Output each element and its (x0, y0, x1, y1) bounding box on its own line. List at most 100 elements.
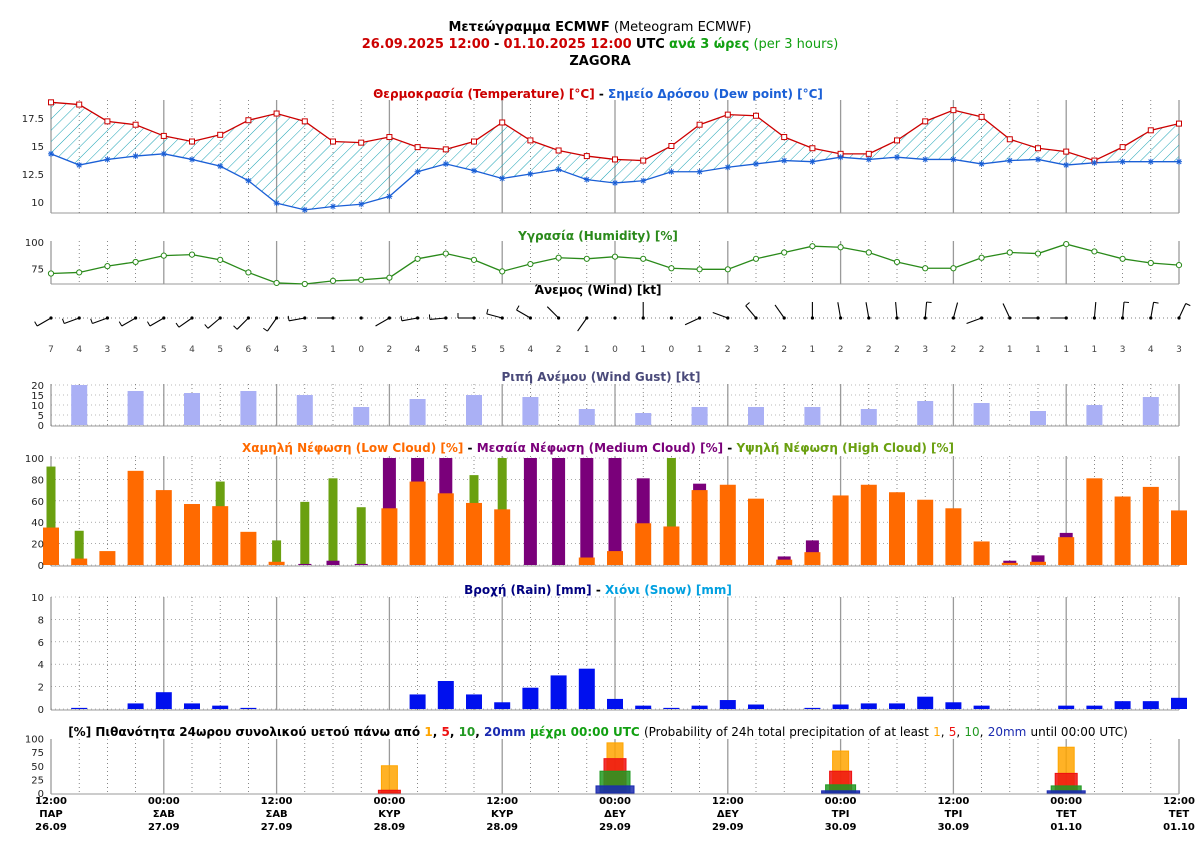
low-cloud-bar (748, 498, 764, 565)
humidity-ytick: 75 (31, 264, 44, 275)
temperature-point (471, 138, 477, 145)
temperature-ytick: 15 (31, 142, 44, 153)
humidity-point (781, 249, 788, 256)
prob-title-until: μέχρι 00:00 UTC (530, 725, 640, 739)
dew-point-marker-stroke (753, 161, 759, 167)
wind-speed-label: 5 (161, 345, 167, 355)
temperature-point (1176, 120, 1182, 127)
dew-point-marker-stroke (950, 156, 956, 162)
temperature-point (865, 150, 872, 157)
wind-speed-label: 3 (1120, 345, 1126, 355)
temperature-point (499, 119, 506, 126)
dew-point-point (612, 179, 618, 186)
wind-speed-label: 2 (387, 345, 393, 355)
probability-ytick: 25 (31, 775, 44, 786)
wind-speed-label: 4 (1148, 345, 1154, 355)
x-axis-date: 28.09 (374, 822, 406, 833)
gust-bar (240, 391, 257, 425)
dew-point-marker-stroke (894, 154, 900, 160)
low-cloud-bar (973, 541, 990, 565)
prob-title-1: 1 (424, 725, 432, 739)
x-axis-day: ΤΡΙ (832, 809, 850, 820)
mid-cloud-bar (1031, 555, 1045, 565)
rain-ytick: 8 (38, 615, 44, 626)
gust-ytick: 10 (31, 401, 44, 412)
wind-speed-label: 3 (302, 345, 308, 355)
period-step: ανά 3 ώρες (669, 37, 749, 52)
temperature-point (1035, 145, 1041, 152)
x-axis-date: 27.09 (148, 822, 180, 833)
wind-speed-label: 0 (612, 345, 618, 355)
period-start: 26.09.2025 12:00 (362, 37, 490, 52)
wind-barb-shaft (63, 317, 80, 324)
clouds-ytick: 60 (31, 497, 44, 508)
gust-ytick: 5 (38, 411, 44, 422)
gust-bar (635, 413, 652, 425)
low-cloud-bar (691, 490, 708, 565)
dew-point-point (499, 175, 506, 182)
low-cloud-bar (184, 504, 200, 565)
prob-title-10: 10 (459, 725, 476, 739)
humidity-point (696, 266, 703, 273)
dew-point-marker-stroke (1063, 162, 1069, 168)
rain-ytick: 0 (38, 705, 44, 716)
wind-barb-shaft (966, 317, 982, 324)
rain-bar (578, 668, 595, 709)
wind-barb-feather (204, 324, 209, 329)
wind-station-dot (867, 316, 871, 320)
wind-speed-label: 5 (471, 345, 477, 355)
wind-speed-label: 1 (697, 345, 703, 355)
x-axis-date: 01.10 (1050, 822, 1082, 833)
gust-bar (860, 409, 877, 425)
temperature-point (950, 107, 957, 114)
mid-cloud-title: Μεσαία Νέφωση (Medium Cloud) [%] (477, 441, 723, 455)
wind-speed-label: 2 (556, 345, 562, 355)
dew-point-point (245, 177, 252, 184)
temperature-point (301, 118, 308, 125)
wind-speed-label: 3 (105, 345, 111, 355)
wind-speed-label: 3 (1176, 345, 1182, 355)
wind-barb-shaft (1122, 302, 1125, 319)
humidity-point (499, 268, 506, 275)
humidity-point (724, 266, 731, 273)
wind-barb-feather (61, 318, 65, 324)
low-cloud-bar (832, 495, 849, 565)
wind-barb-shaft (149, 317, 165, 327)
x-axis-time: 00:00 (373, 796, 405, 807)
wind-barb-shaft (266, 317, 278, 332)
humidity-point (583, 255, 590, 262)
x-axis-date: 27.09 (261, 822, 293, 833)
temperature-point (330, 138, 336, 145)
dew-point-point (386, 193, 393, 200)
prob-1mm-bar (380, 765, 398, 794)
dew-point-point (781, 157, 788, 164)
wind-speed-label: 5 (499, 345, 505, 355)
low-cloud-bar (437, 493, 454, 565)
prob-title-en-1: 1 (933, 725, 941, 739)
humidity-point (668, 265, 675, 272)
dew-point-point (414, 168, 421, 175)
high-cloud-bar (46, 466, 56, 565)
humidity-point (329, 277, 337, 284)
low-cloud-bar (1171, 510, 1187, 565)
dew-point-marker-stroke (330, 203, 336, 210)
dew-point-marker-stroke (1120, 159, 1126, 165)
wind-barb-shaft (924, 302, 928, 319)
dew-point-marker-stroke (274, 200, 280, 206)
x-axis-day: ΤΕΤ (1056, 809, 1077, 820)
temperature-point (273, 110, 280, 117)
dew-point-point (189, 156, 195, 163)
wind-barb-feather (287, 315, 290, 321)
rain-bar (635, 705, 652, 709)
dew-point-marker-stroke (386, 193, 392, 199)
x-axis-date: 26.09 (35, 822, 67, 833)
temperature-point (245, 117, 252, 124)
wind-speed-label: 1 (1035, 345, 1041, 355)
dew-point-marker-stroke (76, 162, 82, 168)
x-axis-date: 29.09 (599, 822, 631, 833)
humidity-point (245, 269, 252, 276)
temperature-point (696, 121, 703, 128)
dew-point-point (442, 160, 449, 167)
wind-barb-feather (263, 327, 268, 332)
